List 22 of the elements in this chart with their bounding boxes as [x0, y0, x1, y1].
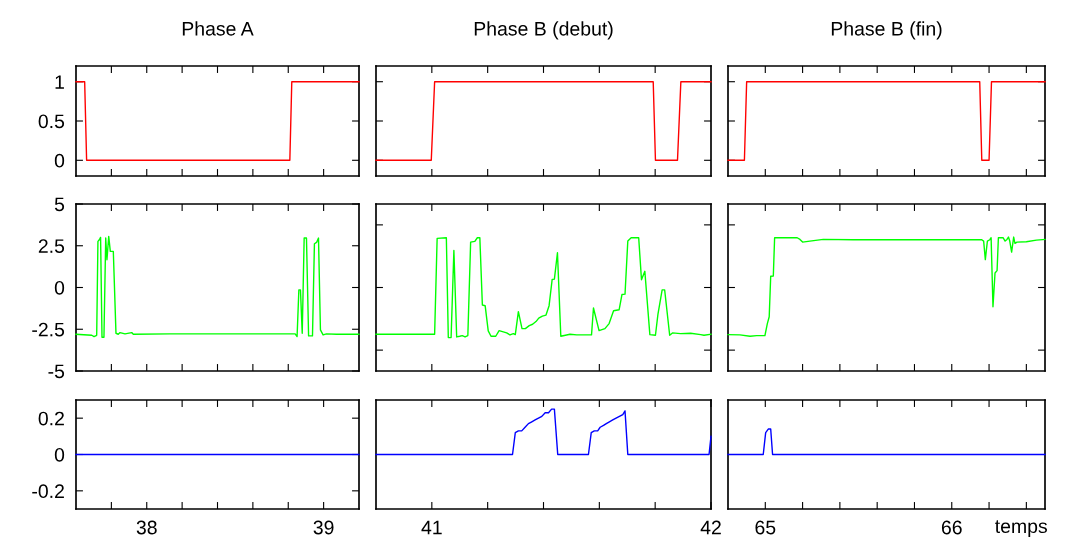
chart-title: Phase B (fin)	[831, 21, 942, 40]
x-tick-label: 42	[700, 520, 721, 535]
x-tick-label: 65	[755, 520, 776, 535]
y-tick-label: 0	[54, 153, 65, 168]
y-tick-label: 1	[55, 75, 64, 89]
y-tick-label: 0	[54, 280, 65, 295]
y-tick-label: -2.5	[32, 322, 65, 337]
x-tick-label: 66	[941, 520, 962, 535]
y-tick-label: 0.5	[38, 114, 65, 129]
x-axis-title: temps	[995, 520, 1047, 537]
chart-title: Phase A	[182, 21, 254, 36]
y-tick-label: -5	[48, 364, 65, 379]
x-tick-label: 41	[421, 520, 442, 535]
line-series	[75, 235, 360, 338]
y-tick-label: 0.2	[38, 411, 64, 426]
y-tick-label: 2.5	[38, 239, 65, 253]
y-tick-label: 5	[54, 197, 65, 212]
x-tick-label: 38	[136, 520, 157, 535]
chart-title: Phase B (debut)	[474, 21, 613, 40]
x-tick-label: 39	[313, 520, 334, 535]
y-tick-label: -0.2	[32, 484, 64, 499]
y-tick-label: 0	[54, 447, 65, 462]
